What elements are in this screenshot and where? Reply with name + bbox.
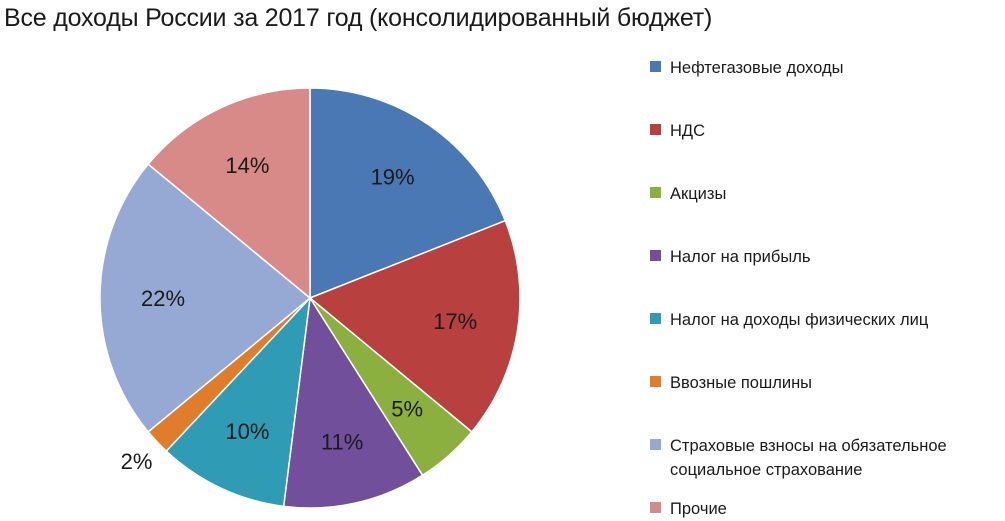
legend-swatch (650, 376, 661, 387)
legend-item-personal-income-tax: Налог на доходы физических лиц (650, 308, 1005, 332)
data-label-profit-tax: 11% (321, 430, 363, 455)
pie-chart: 19% 17% 5% 11% 10% 2% 22% 14% (99, 87, 521, 509)
legend-swatch (650, 250, 661, 261)
legend-label: Нефтегазовые доходы (670, 59, 844, 77)
legend-swatch (650, 124, 661, 135)
legend-swatch (650, 439, 661, 450)
legend-item-profit-tax: Налог на прибыль (650, 245, 1005, 269)
legend-swatch (650, 187, 661, 198)
pie-slice-vat (308, 219, 521, 433)
legend-label: Ввозные пошлины (670, 374, 813, 392)
pie-slice-oil-gas (309, 87, 507, 300)
legend-label: Акцизы (670, 185, 727, 203)
legend-item-other: Прочие (650, 497, 1005, 521)
pie-slice-profit-tax (282, 295, 424, 509)
legend-item-vat: НДС (650, 119, 1005, 143)
legend-label: Прочие (670, 500, 727, 518)
chart-title: Все доходы России за 2017 год (консолиди… (4, 4, 713, 32)
data-label-vat: 17% (433, 309, 477, 334)
data-label-insurance: 22% (141, 286, 185, 311)
legend-swatch (650, 313, 661, 324)
data-label-import-duties: 2% (121, 449, 153, 474)
legend-label: Налог на доходы физических лиц (670, 311, 929, 329)
data-label-other: 14% (225, 153, 269, 178)
data-label-excise: 5% (391, 396, 423, 421)
pie-slice-personal-income-tax (165, 295, 312, 508)
data-label-oil-gas: 19% (371, 164, 415, 189)
legend-swatch (650, 61, 661, 72)
legend-label: НДС (670, 122, 706, 140)
pie-slice-insurance (99, 163, 312, 433)
legend-item-import-duties: Ввозные пошлины (650, 371, 1005, 395)
legend-label: Страховые взносы на обязательное социаль… (670, 437, 947, 479)
legend-swatch (650, 502, 661, 513)
legend-item-oil-gas: Нефтегазовые доходы (650, 56, 1005, 80)
pie-slice-other (147, 87, 311, 300)
legend-item-insurance: Страховые взносы на обязательное социаль… (650, 434, 1005, 482)
data-label-personal-income-tax: 10% (225, 419, 269, 444)
legend-label: Налог на прибыль (670, 248, 811, 266)
legend-item-excise: Акцизы (650, 182, 1005, 206)
